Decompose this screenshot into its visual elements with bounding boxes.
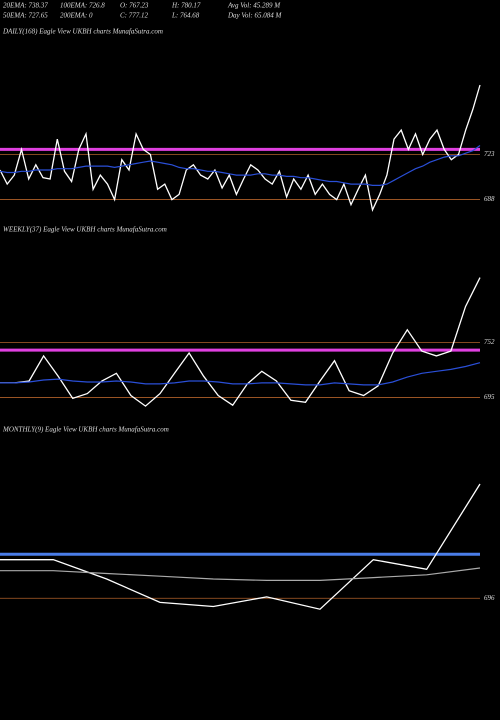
header-stat: O: 767.23: [120, 2, 149, 10]
price-line: [0, 277, 481, 407]
price-line: [0, 483, 481, 610]
panel-title: DAILY(168) Eagle View UKBH charts Munafa…: [2, 28, 163, 36]
price-line: [0, 145, 481, 186]
y-tick-label: 723: [484, 150, 495, 158]
panel-title: MONTHLY(9) Eagle View UKBH charts Munafa…: [2, 426, 169, 434]
price-line: [0, 567, 481, 581]
y-tick-label: 695: [484, 393, 495, 401]
price-line: [0, 362, 481, 386]
header-stat: 20EMA: 738.37: [3, 2, 48, 10]
y-tick-label: 688: [484, 195, 495, 203]
panel-title: WEEKLY(37) Eagle View UKBH charts Munafa…: [3, 226, 167, 234]
header-stat: Day Vol: 65.084 M: [227, 12, 282, 20]
price-line: [0, 84, 481, 212]
header-stat: Avg Vol: 45.289 M: [227, 2, 281, 10]
header-stat: L: 764.68: [171, 12, 200, 20]
y-tick-label: 696: [484, 594, 495, 602]
y-tick-label: 752: [484, 338, 495, 346]
header-stat: H: 780.17: [171, 2, 201, 10]
header-stat: 50EMA: 727.65: [3, 12, 48, 20]
header-stat: 200EMA: 0: [60, 12, 93, 20]
header-stat: 100EMA: 726.8: [60, 2, 105, 10]
header-stat: C: 777.12: [120, 12, 149, 20]
